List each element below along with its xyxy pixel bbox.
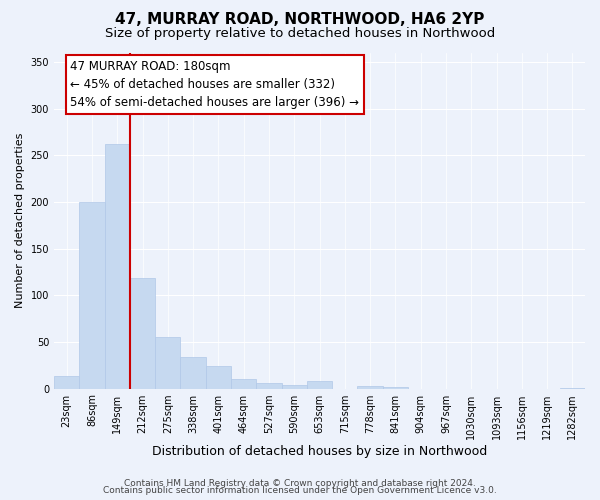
Text: 47 MURRAY ROAD: 180sqm
← 45% of detached houses are smaller (332)
54% of semi-de: 47 MURRAY ROAD: 180sqm ← 45% of detached…	[70, 60, 359, 109]
Text: Contains HM Land Registry data © Crown copyright and database right 2024.: Contains HM Land Registry data © Crown c…	[124, 478, 476, 488]
Bar	[231, 379, 256, 388]
Bar	[79, 202, 104, 388]
Bar	[358, 386, 383, 388]
Y-axis label: Number of detached properties: Number of detached properties	[15, 133, 25, 308]
Text: Contains public sector information licensed under the Open Government Licence v3: Contains public sector information licen…	[103, 486, 497, 495]
Bar	[256, 383, 281, 388]
Bar	[181, 357, 206, 388]
Text: 47, MURRAY ROAD, NORTHWOOD, HA6 2YP: 47, MURRAY ROAD, NORTHWOOD, HA6 2YP	[115, 12, 485, 28]
Bar	[383, 386, 408, 388]
Bar	[130, 278, 155, 388]
Bar	[54, 376, 79, 388]
X-axis label: Distribution of detached houses by size in Northwood: Distribution of detached houses by size …	[152, 444, 487, 458]
Text: Size of property relative to detached houses in Northwood: Size of property relative to detached ho…	[105, 28, 495, 40]
Bar	[206, 366, 231, 388]
Bar	[281, 385, 307, 388]
Bar	[155, 337, 181, 388]
Bar	[104, 144, 130, 388]
Bar	[307, 381, 332, 388]
